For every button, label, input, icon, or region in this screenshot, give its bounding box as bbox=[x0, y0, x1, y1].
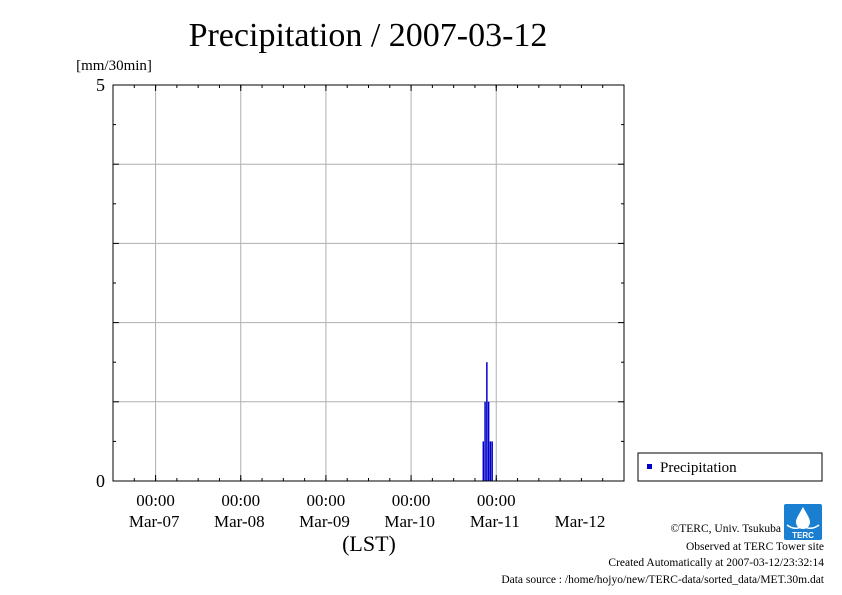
x-tick-time-label: 00:00 bbox=[477, 491, 516, 510]
axis-ticks bbox=[112, 84, 625, 482]
x-tick-time-label: 00:00 bbox=[221, 491, 260, 510]
precipitation-bar bbox=[486, 362, 488, 481]
axis-tick-labels: 00:00 00:00 00:00 00:00 00:00 Mar-07 Mar-08 Mar… bbox=[96, 75, 605, 531]
x-axis-label: (LST) bbox=[342, 531, 396, 556]
observed-text: Observed at TERC Tower site bbox=[686, 541, 824, 553]
legend-box bbox=[637, 452, 823, 482]
precipitation-bar bbox=[491, 441, 493, 481]
x-tick-date-label: Mar-09 bbox=[299, 512, 350, 531]
x-tick-time-label: 00:00 bbox=[136, 491, 175, 510]
grid-lines bbox=[113, 85, 624, 481]
water-drop-icon bbox=[796, 507, 810, 529]
x-tick-time-label: 00:00 bbox=[307, 491, 346, 510]
x-tick-date-label: Mar-08 bbox=[214, 512, 265, 531]
precipitation-bar bbox=[489, 441, 492, 481]
legend-label: Precipitation bbox=[660, 460, 737, 476]
wave-icon bbox=[786, 524, 820, 529]
chart-title: Precipitation / 2007-03-12 bbox=[189, 17, 548, 54]
x-tick-date-label: Mar-11 bbox=[470, 512, 520, 531]
precipitation-bars bbox=[482, 362, 493, 481]
precipitation-bar bbox=[484, 401, 486, 481]
data-source-text: Data source : /home/hojyo/new/TERC-data/… bbox=[501, 574, 824, 586]
created-text: Created Automatically at 2007-03-12/23:3… bbox=[608, 557, 824, 569]
x-tick-time-label: 00:00 bbox=[392, 491, 431, 510]
terc-logo: TERC bbox=[784, 504, 822, 540]
x-tick-date-label: Mar-12 bbox=[555, 512, 606, 531]
logo-text: TERC bbox=[792, 531, 814, 540]
legend-swatch bbox=[647, 464, 652, 469]
x-tick-date-label: Mar-10 bbox=[384, 512, 435, 531]
x-tick-date-label: Mar-07 bbox=[129, 512, 180, 531]
plot-frame bbox=[112, 84, 625, 482]
precipitation-bar bbox=[482, 441, 485, 481]
precipitation-bar bbox=[487, 401, 490, 481]
copyright-text: ©TERC, Univ. Tsukuba bbox=[671, 523, 781, 535]
y-tick-label: 5 bbox=[96, 75, 105, 95]
y-tick-label: 0 bbox=[96, 471, 105, 491]
y-axis-label: [mm/30min] bbox=[76, 58, 152, 74]
legend: Precipitation bbox=[637, 452, 823, 482]
